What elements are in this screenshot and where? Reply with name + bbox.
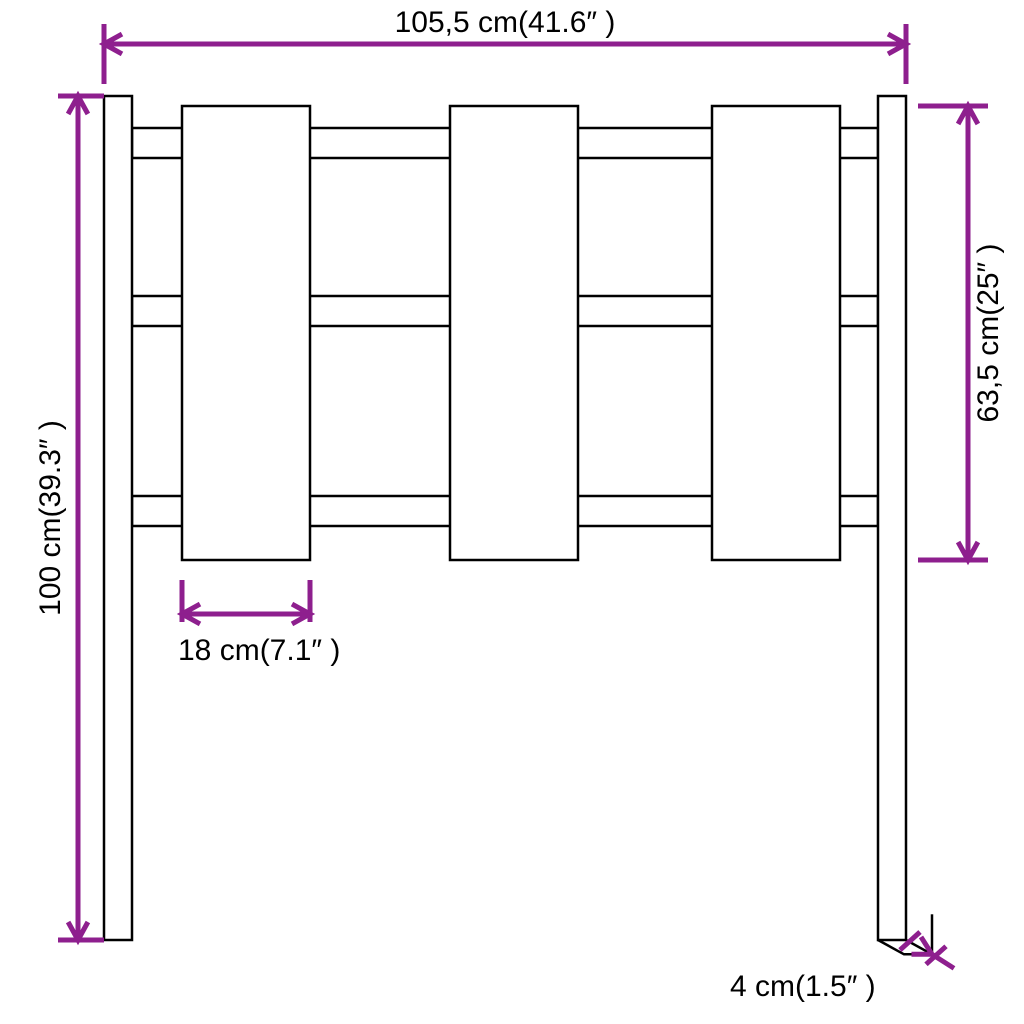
dim-total-width: 105,5 cm(41.6″ ) [395,6,616,39]
post-right [878,96,906,940]
slat-1 [450,106,578,560]
post-left [104,96,132,940]
dim-panel-height: 63,5 cm(25″ ) [972,243,1005,422]
dim-slat-width: 18 cm(7.1″ ) [178,634,340,667]
slat-0 [182,106,310,560]
dim-total-height: 100 cm(39.3″ ) [34,420,67,616]
dim-depth: 4 cm(1.5″ ) [730,970,876,1003]
slat-2 [712,106,840,560]
